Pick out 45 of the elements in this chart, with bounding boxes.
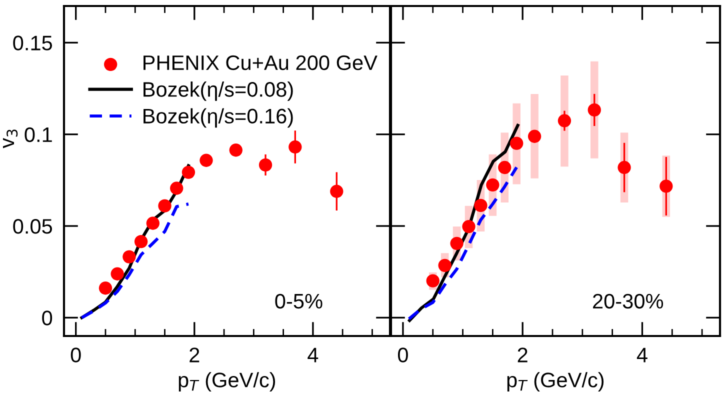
point (288, 140, 302, 154)
point (146, 216, 160, 230)
line-series (80, 202, 190, 320)
point (182, 166, 196, 179)
point (258, 158, 272, 172)
y-tick-label: 0.15 (13, 36, 52, 50)
x-tick-label: 0 (70, 348, 81, 362)
x-axis-title: p$_{T}$ (GeV/c) (507, 372, 604, 392)
legend-label: Bozek(η/s=0.16) (144, 108, 293, 128)
point (498, 160, 512, 174)
point (618, 160, 631, 174)
point (110, 267, 124, 280)
x-tick-label: 4 (308, 348, 318, 362)
annotation: 0-5% (275, 294, 322, 309)
x-axis-title: p$_{T}$ (GeV/c) (178, 372, 276, 392)
x-tick-label: 2 (190, 348, 200, 362)
point (558, 114, 572, 128)
point (229, 144, 242, 157)
point (660, 180, 673, 193)
point (462, 220, 476, 234)
y-axis-title: v$_{3}$ (2, 130, 18, 148)
point (330, 184, 344, 198)
point (474, 198, 488, 212)
legend-label: PHENIX Cu+Au 200 GeV (144, 55, 378, 70)
point (134, 234, 148, 248)
point (588, 103, 601, 117)
y-tick-label: 0 (42, 310, 52, 326)
x-tick-label: 2 (518, 348, 528, 362)
legend-label: Bozek(η/s=0.08) (144, 82, 293, 101)
point (170, 182, 184, 195)
point (122, 250, 136, 264)
point (510, 136, 524, 150)
point (98, 282, 112, 295)
y-tick-label: 0.05 (13, 219, 52, 234)
x-tick-label: 4 (636, 348, 648, 362)
point (158, 199, 172, 212)
point (450, 236, 464, 250)
point (426, 274, 440, 288)
point (438, 258, 452, 272)
y-tick-label: 0.1 (24, 127, 52, 142)
annotation: 20-30% (593, 294, 664, 309)
point (528, 130, 542, 143)
point (486, 178, 500, 192)
x-tick-label: 0 (398, 348, 408, 362)
point (200, 154, 213, 167)
